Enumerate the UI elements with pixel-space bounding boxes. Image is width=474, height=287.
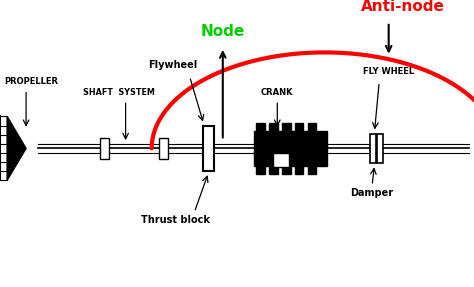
Bar (159, 138, 168, 159)
Text: CRANK: CRANK (261, 88, 293, 97)
Bar (203, 126, 214, 171)
Text: Flywheel: Flywheel (148, 60, 198, 70)
Text: Thrust block: Thrust block (141, 215, 210, 225)
Bar (269, 123, 278, 131)
Bar (273, 153, 289, 166)
Polygon shape (7, 117, 26, 180)
Bar (282, 123, 291, 131)
Bar (282, 166, 291, 174)
Bar (100, 138, 109, 159)
Bar (295, 123, 303, 131)
Bar (256, 123, 265, 131)
Text: SHAFT  SYSTEM: SHAFT SYSTEM (83, 88, 155, 97)
Text: Damper: Damper (351, 188, 393, 198)
Text: FLY WHEEL: FLY WHEEL (363, 67, 414, 76)
Bar (370, 134, 376, 163)
Bar (269, 166, 278, 174)
Bar (308, 123, 316, 131)
Bar (295, 166, 303, 174)
Bar (256, 166, 265, 174)
Text: Anti-node: Anti-node (361, 0, 445, 14)
Bar (254, 131, 327, 166)
Bar (377, 134, 383, 163)
Bar (308, 166, 316, 174)
Text: Node: Node (201, 24, 245, 39)
Text: PROPELLER: PROPELLER (5, 77, 59, 86)
